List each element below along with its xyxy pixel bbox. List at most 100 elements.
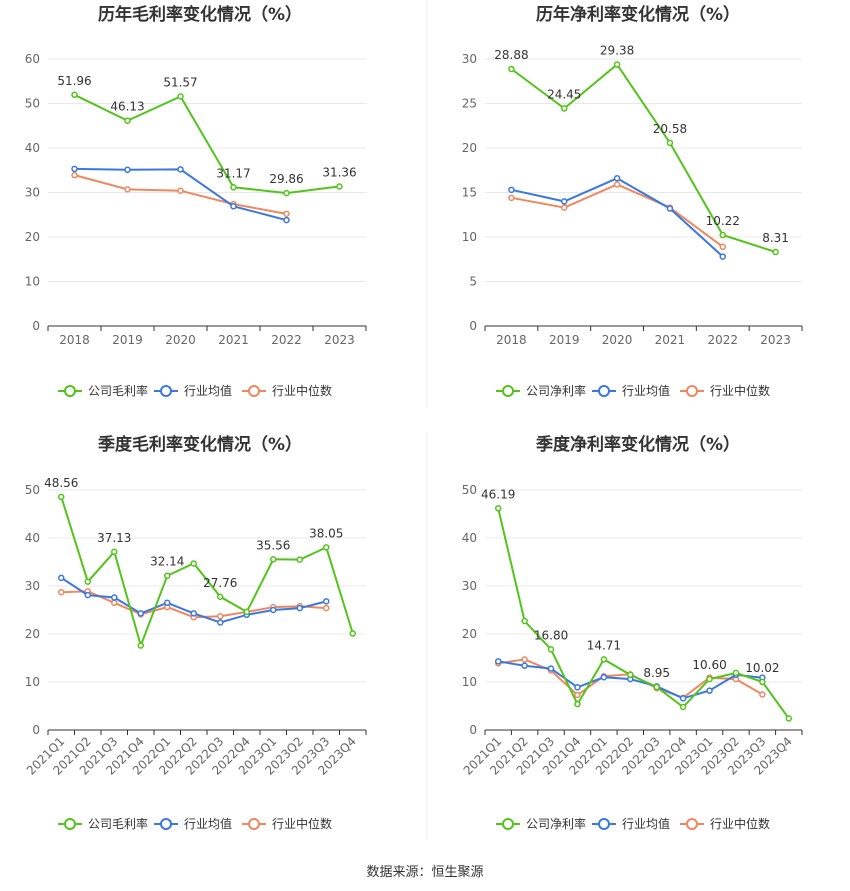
series-line-0 [74, 93, 340, 195]
data-point [653, 683, 660, 691]
data-label: 38.05 [309, 526, 343, 540]
data-label: 32.14 [150, 555, 184, 569]
data-point [600, 656, 608, 663]
legend-label: 行业均值 [622, 816, 670, 831]
legend-item[interactable]: 公司毛利率 [58, 816, 148, 831]
y-tick-label: 20 [462, 141, 477, 155]
data-point [494, 658, 502, 665]
legend-item[interactable]: 公司净利率 [496, 383, 586, 398]
data-point [772, 248, 779, 256]
legend-circle-marker [160, 385, 172, 397]
y-tick-label: 0 [32, 319, 40, 333]
data-point [706, 687, 713, 694]
y-tick-label: 30 [25, 186, 40, 200]
x-tick-label: 2023 [324, 333, 355, 347]
data-point [111, 594, 118, 601]
y-tick-label: 50 [462, 483, 477, 497]
data-point [217, 612, 224, 620]
data-point [494, 505, 502, 512]
data-point [270, 556, 277, 563]
legend-circle-marker [686, 385, 698, 397]
x-tick-label: 2019 [549, 333, 580, 347]
data-label: 31.17 [216, 166, 250, 180]
legend-item[interactable]: 行业中位数 [680, 383, 770, 398]
data-point [574, 691, 581, 699]
legend-item[interactable]: 行业均值 [154, 383, 232, 398]
y-tick-label: 40 [25, 141, 40, 155]
legend-label: 行业均值 [622, 383, 670, 398]
data-point [574, 684, 581, 691]
data-label: 31.36 [322, 165, 356, 179]
data-point [137, 642, 144, 649]
chart-title: 季度净利率变化情况（%） [536, 434, 740, 455]
data-point [349, 630, 356, 637]
y-tick-label: 20 [25, 230, 40, 244]
legend-label: 公司净利率 [526, 383, 586, 398]
series-line-2 [74, 174, 287, 215]
series-line-0 [497, 508, 790, 720]
data-point [84, 591, 91, 599]
y-tick-label: 20 [462, 627, 477, 641]
data-point [283, 189, 290, 197]
y-tick-label: 10 [462, 675, 477, 689]
y-tick-label: 10 [25, 675, 40, 689]
data-point [217, 619, 224, 626]
legend-label: 公司净利率 [526, 816, 586, 831]
data-point [508, 65, 515, 73]
data-point [190, 560, 197, 567]
series-line-1 [74, 167, 287, 222]
legend-item[interactable]: 行业均值 [592, 383, 670, 398]
legend-label: 行业中位数 [710, 383, 770, 398]
data-point [521, 656, 528, 663]
data-label: 10.02 [745, 661, 779, 675]
y-tick-label: 30 [462, 52, 477, 66]
data-point [58, 493, 65, 501]
x-tick-label: 2020 [165, 333, 196, 347]
data-point [323, 598, 330, 605]
data-point [547, 646, 555, 653]
data-point [719, 253, 726, 260]
data-point [719, 231, 726, 239]
legend-item[interactable]: 行业均值 [154, 816, 232, 831]
data-point [270, 606, 277, 614]
legend-item[interactable]: 公司净利率 [496, 816, 586, 831]
legend: 公司毛利率 行业均值 行业中位数 [58, 816, 332, 831]
data-point [111, 548, 118, 556]
data-point [71, 165, 78, 173]
data-point [561, 204, 568, 211]
x-tick-label: 2018 [59, 333, 90, 347]
y-tick-label: 25 [462, 97, 477, 111]
data-point [613, 61, 621, 68]
data-point [84, 578, 91, 585]
legend-label: 行业中位数 [272, 816, 332, 831]
data-point [521, 617, 528, 625]
data-point [124, 186, 131, 193]
legend-label: 行业均值 [184, 816, 232, 831]
legend-item[interactable]: 行业均值 [592, 816, 670, 831]
data-point [679, 703, 687, 711]
chart-panel-2: 历年净利率变化情况（%） 0 5 10 15 20 25 30 2018 2019 2020 2021… [462, 4, 803, 398]
legend-item[interactable]: 行业中位数 [680, 816, 770, 831]
data-point [627, 671, 634, 679]
data-label: 51.96 [57, 74, 91, 88]
legend: 公司毛利率 行业均值 行业中位数 [58, 383, 332, 398]
x-tick-label: 2023 [760, 333, 791, 347]
data-label: 51.57 [163, 76, 197, 90]
data-label: 48.56 [44, 476, 78, 490]
legend-item[interactable]: 公司毛利率 [58, 383, 148, 398]
data-label: 20.58 [653, 122, 687, 136]
x-tick-label: 2021 [655, 333, 686, 347]
data-point [336, 183, 343, 190]
legend-item[interactable]: 行业中位数 [242, 816, 332, 831]
data-point [190, 610, 197, 617]
data-label: 35.56 [256, 538, 290, 552]
data-point [759, 691, 766, 698]
legend-item[interactable]: 行业中位数 [242, 383, 332, 398]
data-point [521, 662, 528, 669]
y-tick-label: 0 [469, 723, 477, 737]
y-tick-label: 40 [25, 531, 40, 545]
series-line-1 [511, 177, 724, 258]
data-point [613, 181, 621, 188]
data-label: 46.13 [110, 100, 144, 114]
